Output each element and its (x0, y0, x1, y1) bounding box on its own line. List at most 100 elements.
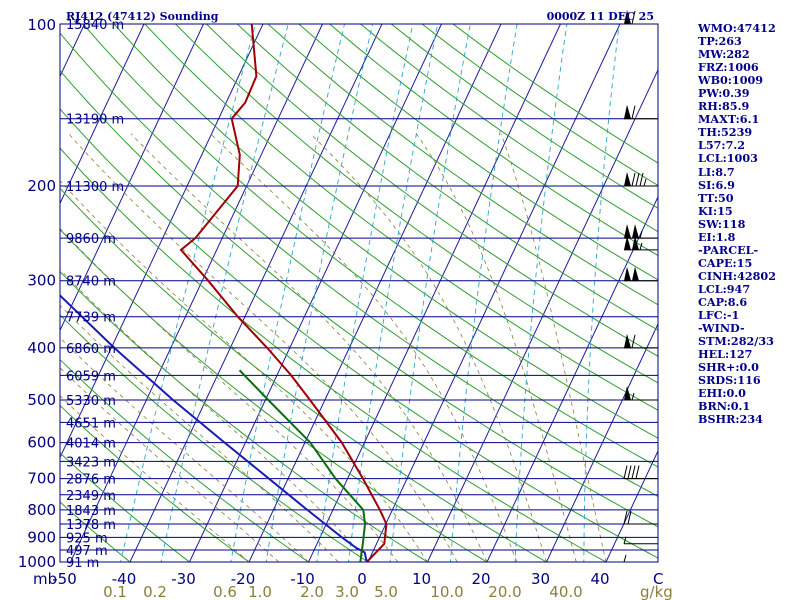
dry-adiabat (175, 24, 658, 384)
temperature-tick-label: -40 (112, 570, 137, 588)
wind-barb-full (627, 510, 632, 525)
sounding-index: EHI:0.0 (698, 386, 746, 401)
height-label: 5330 m (66, 394, 116, 409)
wind-barb-full (639, 172, 644, 187)
height-label: 1378 m (66, 518, 116, 533)
wind-barb (623, 554, 658, 563)
height-label: 9860 m (66, 232, 116, 247)
pressure-label: 400 (27, 339, 56, 357)
sounding-index: HEL:127 (698, 347, 753, 362)
wind-barb (624, 235, 658, 251)
temperature-line (179, 24, 388, 562)
dry-adiabat (298, 24, 658, 281)
sounding-index: TT:50 (698, 190, 734, 205)
wind-barb (623, 465, 658, 480)
wind-barb-flag (624, 171, 631, 186)
height-label: 6860 m (66, 342, 116, 357)
pressure-label: 500 (27, 391, 56, 409)
chart-title-left: RJ412 (47412) Sounding (66, 10, 219, 23)
temperature-tick-label: -30 (171, 570, 196, 588)
wind-barb-flag (624, 10, 631, 24)
temperature-tick-label: -10 (290, 570, 315, 588)
height-label: 4014 m (66, 437, 116, 452)
wind-barb (623, 536, 658, 545)
sounding-index: LFC:-1 (698, 308, 740, 323)
wind-barb-flag (624, 235, 631, 250)
dry-adiabat (60, 69, 658, 528)
dry-adiabat (60, 228, 488, 562)
wind-barb-flag (624, 104, 631, 119)
moist-adiabat (68, 133, 458, 562)
dry-adiabat (60, 452, 191, 562)
sounding-index: BRN:0.1 (698, 399, 751, 414)
sounding-index: SRDS:116 (698, 373, 761, 388)
height-label: 13190 m (66, 113, 124, 128)
height-label: 7739 m (66, 311, 116, 326)
mixing-ratio-line (316, 24, 414, 562)
isotherm-line (367, 24, 621, 562)
wind-barb (624, 386, 658, 401)
wind-barb (624, 266, 658, 282)
mixing-ratio-line (160, 24, 289, 562)
height-label: 1843 m (66, 504, 116, 519)
sounding-index: -PARCEL- (698, 242, 759, 257)
mixing-ratio-label: 40.0 (549, 583, 582, 600)
wind-barb-full (631, 334, 636, 349)
wind-barb-flag (632, 224, 639, 239)
dry-adiabat (236, 24, 658, 331)
mixing-ratio-line (449, 24, 518, 562)
wind-barb-half (623, 554, 627, 563)
moist-adiabat (60, 395, 250, 562)
sounding-index: STM:282/33 (698, 334, 774, 349)
height-label: 6059 m (66, 369, 116, 384)
sounding-index: CAPE:15 (698, 255, 753, 270)
wind-barb-full (631, 10, 636, 25)
wind-barb-flag (632, 266, 639, 281)
temperature-tick-label: 0 (357, 570, 367, 588)
wind-barb-half (639, 242, 643, 251)
mixing-ratio-line (120, 24, 256, 562)
sounding-index: LCL:1003 (698, 151, 758, 166)
isotherm-line (605, 449, 658, 562)
celsius-unit-label: C (653, 570, 663, 588)
wind-barb-full (631, 105, 636, 119)
dry-adiabat (144, 24, 658, 411)
sounding-index: SI:6.9 (698, 177, 735, 192)
sounding-index: BSHR:234 (698, 412, 763, 427)
mixing-ratio-label: 1.0 (248, 583, 272, 600)
mixing-ratio-label: 0.6 (213, 583, 237, 600)
dry-adiabat (82, 24, 658, 468)
sounding-index: WMO:47412 (698, 21, 776, 35)
isotherm-line (545, 322, 658, 562)
sounding-index: TH:5239 (698, 125, 753, 140)
moist-adiabat (60, 180, 428, 562)
temperature-tick-label: 20 (471, 570, 490, 588)
mixing-ratio-label: 3.0 (335, 583, 359, 600)
mixing-ratio-line (230, 24, 345, 562)
temperature-tick-label: 10 (412, 570, 431, 588)
sounding-index: KI:15 (698, 203, 733, 218)
wind-barb (624, 171, 658, 187)
wind-barb-full (623, 465, 628, 479)
height-label: 925 m (66, 531, 108, 546)
mixing-ratio-label: 0.1 (103, 583, 127, 600)
mixing-ratio-line (583, 24, 620, 562)
moist-adiabat (60, 367, 280, 562)
wind-barb-full (635, 465, 640, 479)
wind-barb-full (631, 465, 636, 479)
dry-adiabat (60, 358, 310, 562)
height-label: 91 m (66, 556, 99, 571)
dry-adiabat (113, 24, 658, 439)
height-label: 3423 m (66, 455, 116, 470)
wind-barb (624, 104, 658, 120)
wind-barb-flag (624, 224, 631, 239)
sounding-index: PW:0.39 (698, 86, 750, 101)
sounding-index: SW:118 (698, 216, 746, 231)
wind-barb-half (631, 392, 635, 401)
moist-adiabat (130, 133, 488, 562)
moist-adiabat (60, 304, 339, 562)
sounding-index: CAP:8.6 (698, 294, 748, 309)
mixing-ratio-label: 10.0 (430, 583, 463, 600)
